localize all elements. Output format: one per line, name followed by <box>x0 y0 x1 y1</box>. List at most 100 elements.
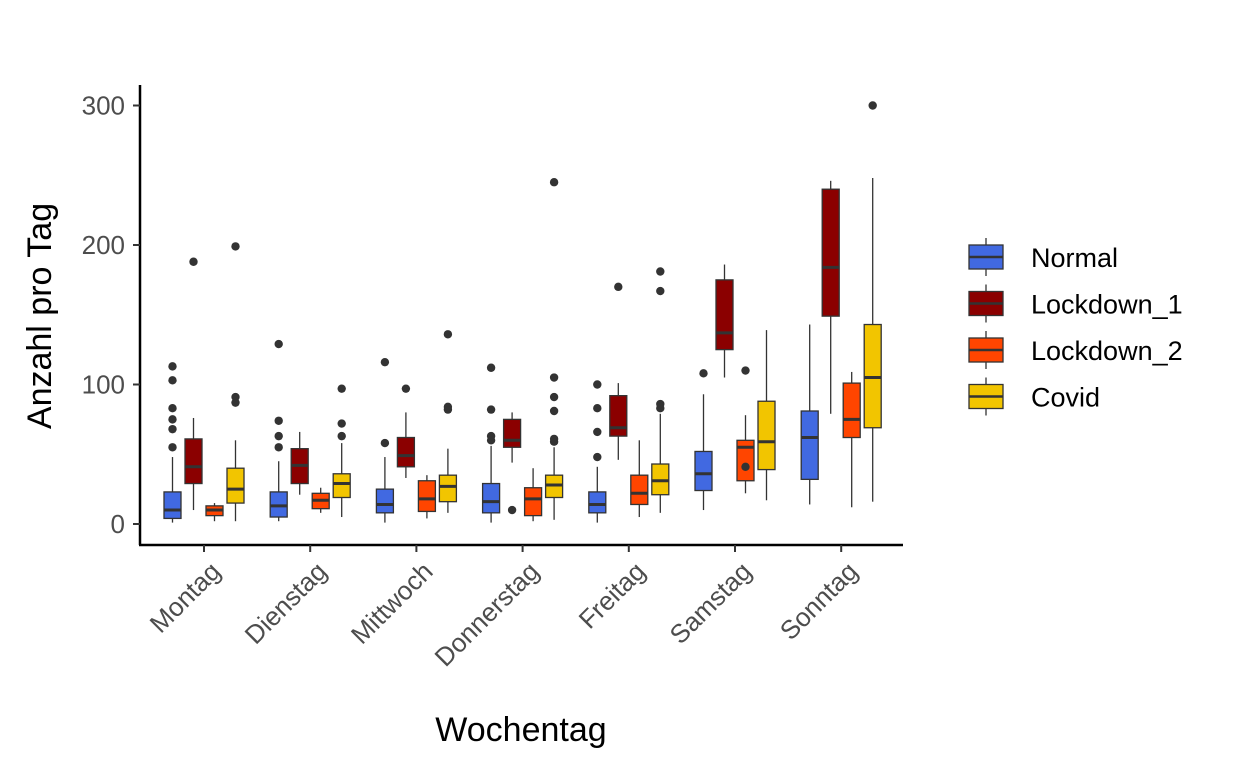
box-lockdown-1-dienstag <box>290 431 309 495</box>
y-tick-label: 200 <box>82 230 125 260</box>
outlier-point <box>507 505 517 515</box>
box-body <box>630 474 649 506</box>
box-body <box>609 395 628 437</box>
box-body <box>821 188 840 317</box>
y-axis-ticks: 0 100 200 300 <box>82 91 140 539</box>
box-normal-sonntag <box>800 324 819 505</box>
box-lockdown-1-sonntag <box>821 180 840 414</box>
outlier-point <box>593 380 602 389</box>
x-tick-label: Freitag <box>573 556 651 634</box>
outlier-point <box>549 406 559 416</box>
box-normal-montag <box>163 362 182 523</box>
outlier-point <box>549 392 559 402</box>
legend-item-lockdown-2: Lockdown_2 <box>968 331 1183 369</box>
outlier-point <box>168 362 177 371</box>
legend-label: Normal <box>1031 243 1118 273</box>
outlier-point <box>231 242 240 251</box>
outlier-point <box>656 267 665 276</box>
x-tick-label: Mittwoch <box>345 556 439 650</box>
outlier-point <box>168 415 177 424</box>
box-lockdown-1-donnerstag <box>502 412 522 515</box>
box-body <box>757 400 776 471</box>
box-covid-montag <box>226 242 245 522</box>
box-covid-donnerstag <box>544 178 564 520</box>
outlier-point <box>274 416 283 425</box>
outlier-point <box>614 282 623 292</box>
box-lockdown-1-freitag <box>609 282 628 460</box>
legend: Normal Lockdown_1 Lockdown_2 Covid <box>968 238 1183 416</box>
box-lockdown-1-montag <box>184 257 203 511</box>
box-covid-samstag <box>757 330 776 501</box>
box-body <box>842 382 861 439</box>
legend-item-covid: Covid <box>968 377 1100 416</box>
plot-area <box>163 101 882 523</box>
legend-label: Lockdown_2 <box>1031 336 1183 366</box>
box-body <box>523 487 543 517</box>
x-axis-title: Wochentag <box>435 711 606 749</box>
outlier-point <box>593 452 602 462</box>
outlier-point <box>168 376 177 385</box>
outlier-point <box>486 405 496 414</box>
box-lockdown-2-freitag <box>630 440 649 518</box>
outlier-point <box>699 369 708 378</box>
legend-item-lockdown-1: Lockdown_1 <box>968 284 1183 323</box>
outlier-point <box>337 419 346 428</box>
box-lockdown-2-dienstag <box>311 487 330 513</box>
outlier-point <box>486 431 496 441</box>
outlier-point <box>443 330 453 339</box>
outlier-point <box>741 366 750 375</box>
y-axis-title: Anzahl pro Tag <box>21 203 59 429</box>
box-normal-mittwoch <box>375 357 395 523</box>
box-normal-donnerstag <box>481 363 501 523</box>
x-tick-label: Donnerstag <box>429 556 545 672</box>
box-normal-freitag <box>588 380 607 523</box>
box-lockdown-1-mittwoch <box>396 384 416 478</box>
x-tick-label: Dienstag <box>239 556 333 650</box>
y-tick-label: 300 <box>82 91 125 121</box>
outlier-point <box>274 339 283 349</box>
outlier-point <box>741 462 750 472</box>
box-lockdown-1-samstag <box>715 264 734 378</box>
outlier-point <box>168 404 177 413</box>
outlier-point <box>274 431 283 441</box>
box-body <box>502 418 522 448</box>
outlier-point <box>168 424 177 434</box>
box-lockdown-2-mittwoch <box>417 475 437 519</box>
legend-item-normal: Normal <box>968 238 1118 276</box>
outlier-point <box>380 357 390 367</box>
box-body <box>226 467 245 504</box>
outlier-point <box>486 363 496 372</box>
outlier-point <box>401 384 411 393</box>
box-body <box>396 436 416 468</box>
outlier-point <box>593 427 602 437</box>
outlier-point <box>380 438 390 448</box>
outlier-point <box>868 101 877 110</box>
box-body <box>332 473 351 499</box>
box-body <box>715 279 734 351</box>
box-lockdown-2-samstag <box>736 366 755 494</box>
outlier-point <box>443 402 453 412</box>
x-tick-label: Montag <box>144 556 227 639</box>
outlier-point <box>337 384 346 393</box>
box-covid-sonntag <box>863 101 882 502</box>
box-body <box>800 410 819 481</box>
box-body <box>417 480 437 513</box>
box-body <box>375 488 395 514</box>
y-tick-label: 0 <box>111 509 125 539</box>
outlier-point <box>274 443 283 452</box>
outlier-point <box>549 178 559 187</box>
outlier-point <box>189 257 198 266</box>
outlier-point <box>168 443 177 452</box>
box-covid-mittwoch <box>438 330 458 513</box>
x-tick-label: Sonntag <box>774 556 864 646</box>
outlier-point <box>337 431 346 441</box>
box-lockdown-2-montag <box>205 503 224 522</box>
box-lockdown-2-donnerstag <box>523 468 543 522</box>
legend-label: Lockdown_1 <box>1031 290 1183 320</box>
box-body <box>184 438 203 485</box>
box-body <box>694 450 713 492</box>
box-normal-dienstag <box>269 339 288 522</box>
box-covid-freitag <box>651 267 670 513</box>
y-tick-label: 100 <box>82 370 125 400</box>
box-lockdown-2-sonntag <box>842 371 861 508</box>
